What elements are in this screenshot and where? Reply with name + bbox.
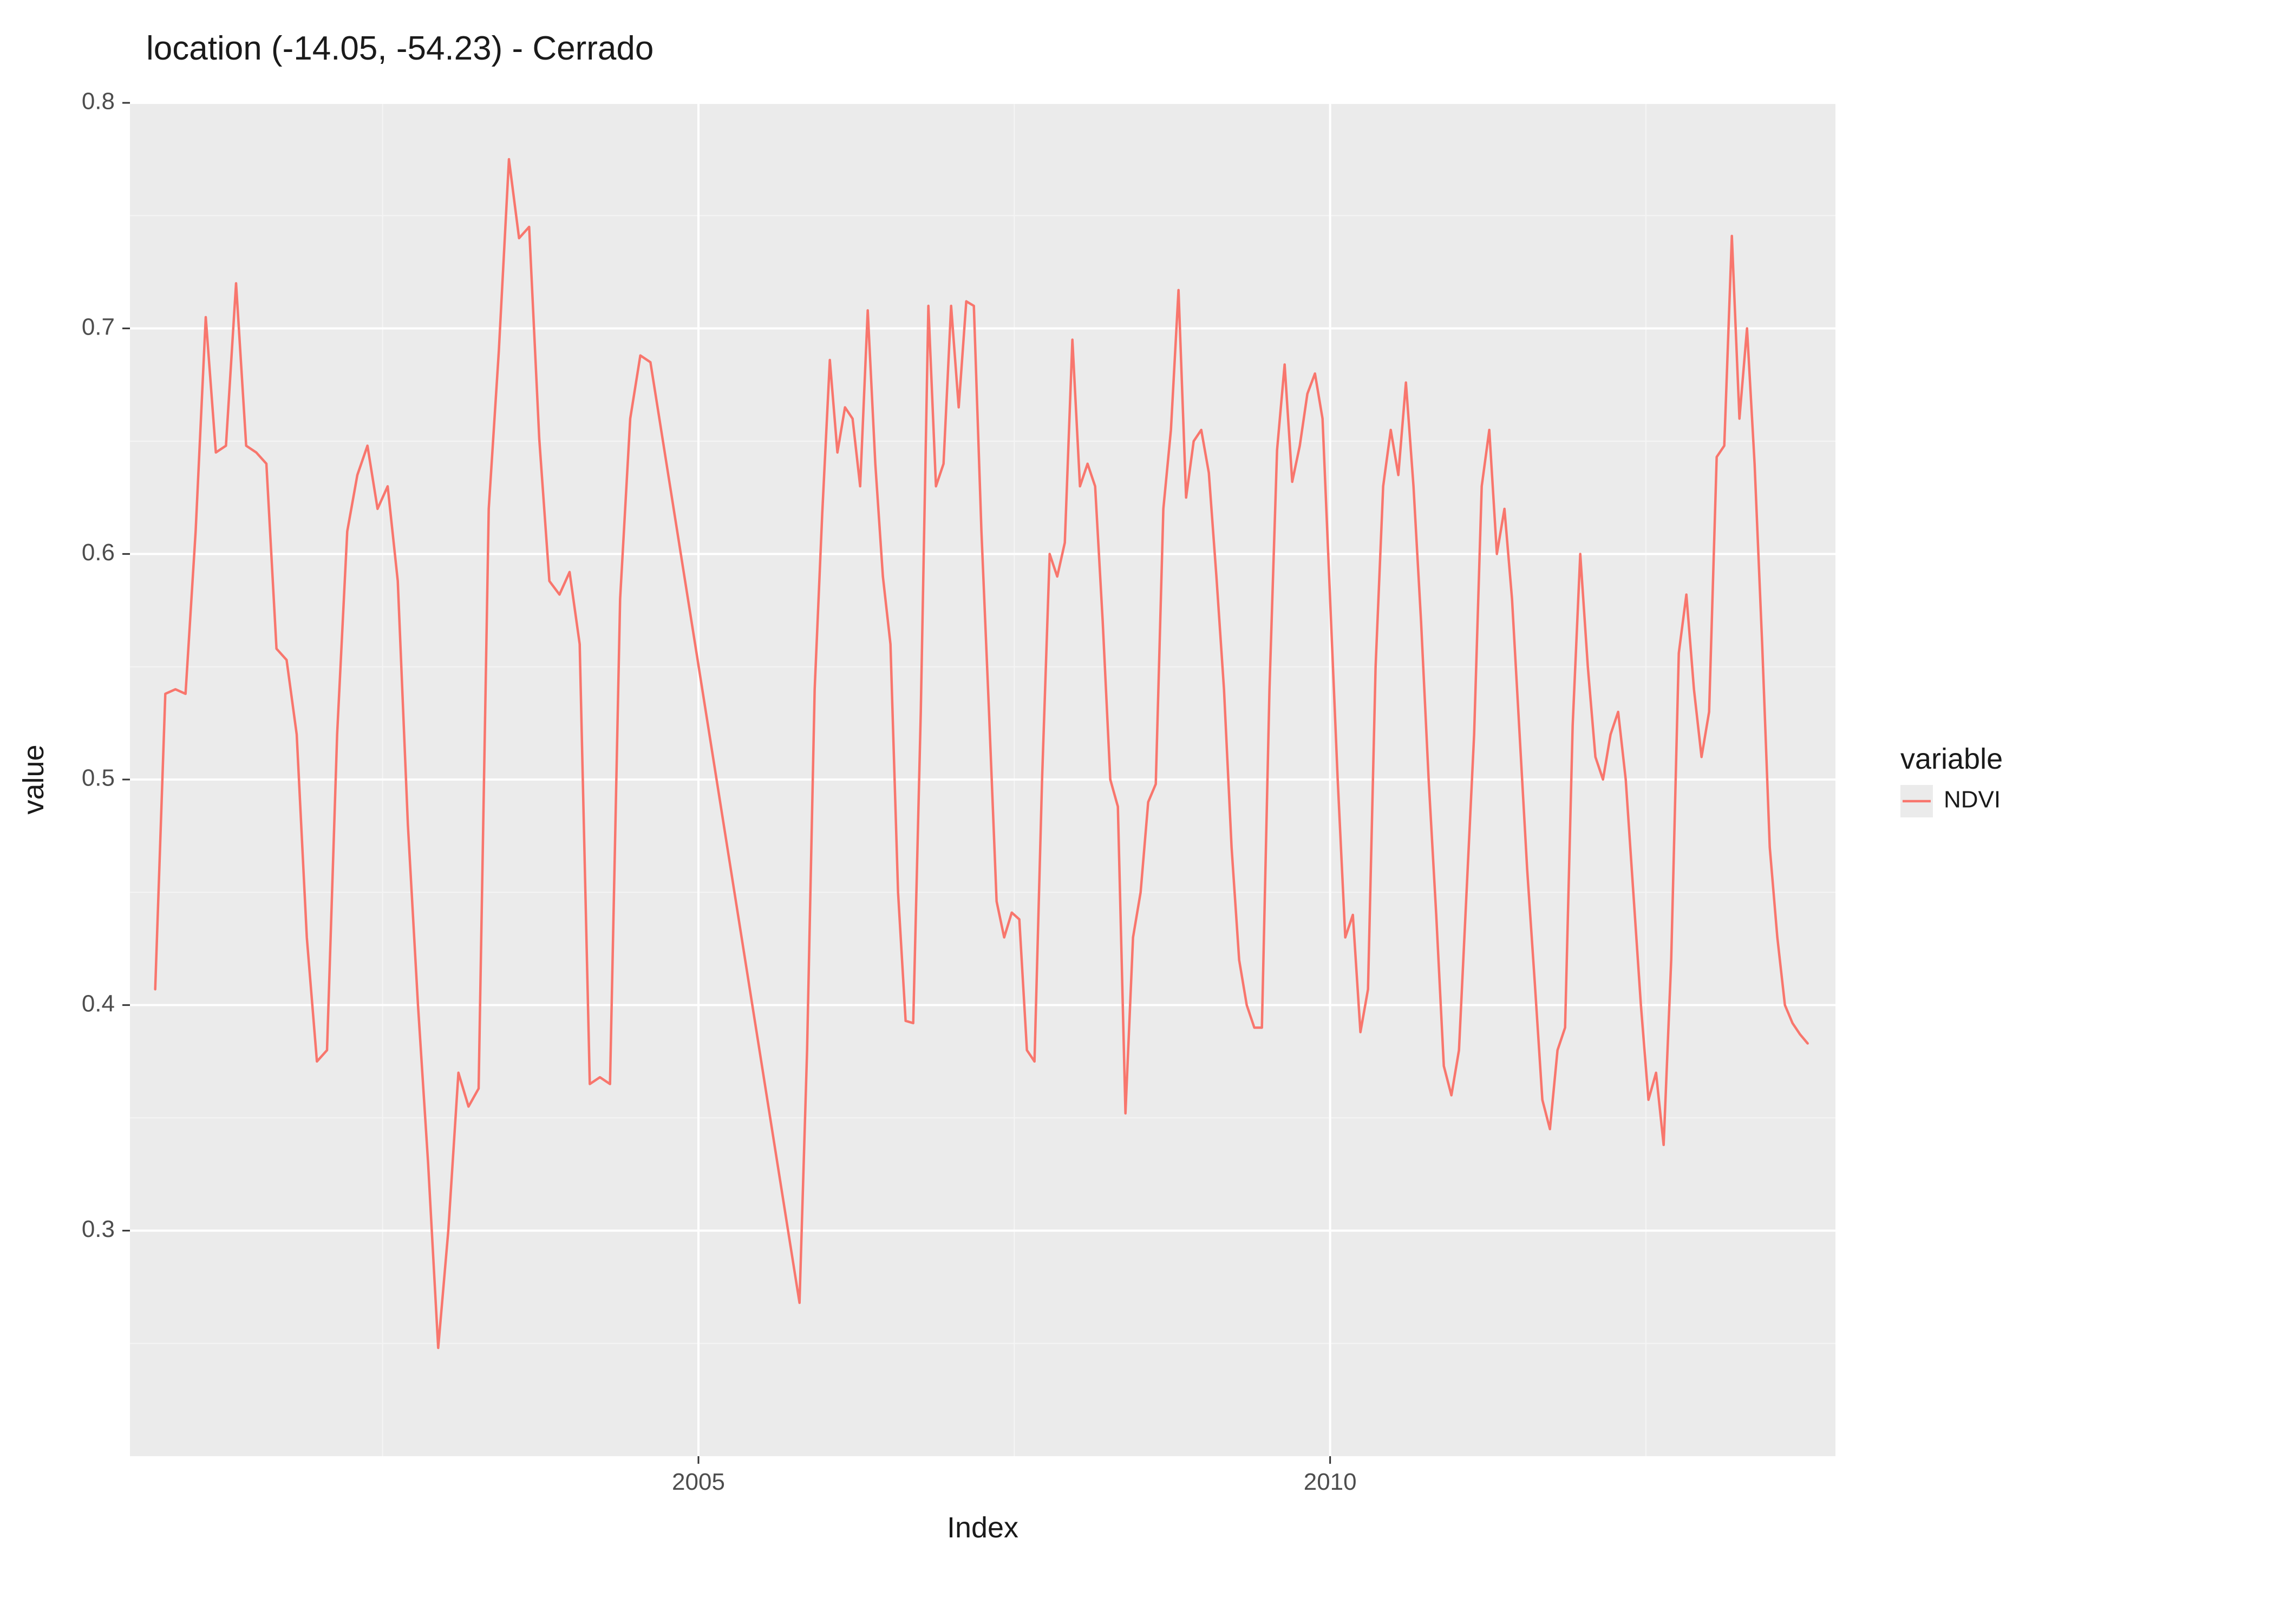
chart-svg: 0.3 0.4 0.5 0.6 0.7 0.8 2005 2010 Index value loca… <box>0 0 2274 1624</box>
ytick-label: 0.3 <box>82 1216 115 1242</box>
chart-title: location (-14.05, -54.23) - Cerrado <box>146 30 654 67</box>
y-axis-title: value <box>17 744 50 814</box>
ytick-label: 0.8 <box>82 88 115 115</box>
ytick-label: 0.6 <box>82 539 115 566</box>
xtick-label: 2010 <box>1304 1469 1357 1495</box>
ytick-label: 0.7 <box>82 313 115 340</box>
ytick-label: 0.5 <box>82 765 115 791</box>
legend-label: NDVI <box>1944 787 2001 813</box>
x-axis-title: Index <box>947 1511 1018 1544</box>
ytick-label: 0.4 <box>82 990 115 1017</box>
xtick-label: 2005 <box>672 1469 725 1495</box>
chart-container: 0.3 0.4 0.5 0.6 0.7 0.8 2005 2010 Index value loca… <box>0 0 2274 1624</box>
legend-title: variable <box>1900 743 2003 775</box>
